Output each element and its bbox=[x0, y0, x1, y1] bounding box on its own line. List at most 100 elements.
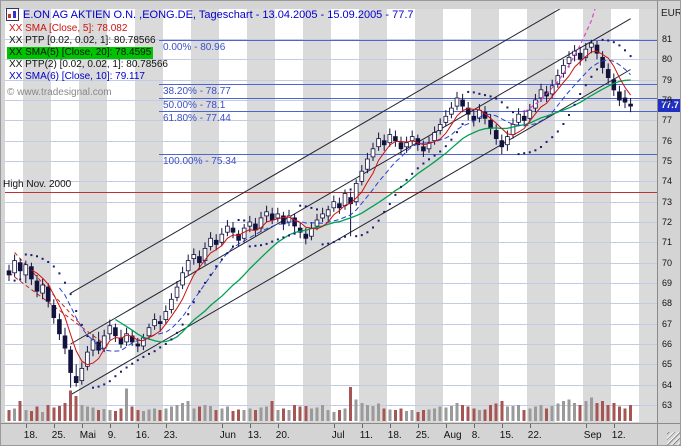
candle[interactable] bbox=[213, 239, 219, 245]
candle[interactable] bbox=[337, 203, 342, 209]
candle[interactable] bbox=[533, 99, 538, 109]
candle[interactable] bbox=[236, 233, 241, 241]
candle[interactable] bbox=[488, 119, 493, 129]
candle[interactable] bbox=[320, 213, 325, 219]
candle[interactable] bbox=[191, 254, 197, 259]
candle[interactable] bbox=[426, 142, 432, 150]
candle[interactable] bbox=[538, 89, 544, 99]
candle[interactable] bbox=[421, 146, 426, 152]
candle[interactable] bbox=[269, 213, 275, 221]
legend-item-ptp-2[interactable]: XX PTP(2) [0.02, 0.02, 1]: 80.78566 bbox=[9, 59, 168, 70]
candle[interactable] bbox=[51, 304, 57, 318]
candle[interactable] bbox=[404, 142, 409, 148]
candle[interactable] bbox=[90, 339, 96, 351]
candle[interactable] bbox=[381, 140, 387, 146]
candle[interactable] bbox=[17, 262, 23, 272]
candle[interactable] bbox=[561, 65, 566, 74]
candle[interactable] bbox=[57, 319, 62, 335]
candle[interactable] bbox=[185, 260, 191, 272]
candle[interactable] bbox=[572, 50, 577, 56]
candle[interactable] bbox=[23, 264, 29, 276]
candle[interactable] bbox=[34, 280, 40, 292]
candle[interactable] bbox=[62, 335, 68, 349]
candle[interactable] bbox=[253, 223, 258, 231]
candle[interactable] bbox=[516, 113, 521, 123]
candle[interactable] bbox=[325, 209, 331, 217]
candle[interactable] bbox=[219, 233, 225, 243]
candle[interactable] bbox=[118, 337, 124, 345]
price-axis[interactable] bbox=[658, 1, 681, 446]
candle[interactable] bbox=[107, 325, 113, 335]
candle[interactable] bbox=[370, 148, 376, 158]
candle[interactable] bbox=[169, 298, 174, 310]
candle[interactable] bbox=[449, 107, 454, 115]
candle[interactable] bbox=[589, 42, 594, 48]
time-axis[interactable] bbox=[1, 424, 681, 446]
candle[interactable] bbox=[409, 136, 415, 142]
candle[interactable] bbox=[622, 97, 628, 103]
candle[interactable] bbox=[577, 52, 583, 60]
candle[interactable] bbox=[617, 91, 622, 101]
legend-item-sma-10[interactable]: XX SMA(6) [Close, 10]: 79.117 bbox=[9, 71, 145, 82]
candle[interactable] bbox=[555, 75, 561, 85]
candle[interactable] bbox=[141, 337, 146, 347]
candle[interactable] bbox=[460, 99, 465, 107]
candle[interactable] bbox=[527, 109, 533, 119]
title-bar[interactable]: E.ON AG AKTIEN O.N. ,EONG.DE, Tageschart… bbox=[6, 8, 414, 21]
candle[interactable] bbox=[600, 56, 605, 68]
candle[interactable] bbox=[180, 272, 185, 286]
candle[interactable] bbox=[387, 134, 393, 144]
legend-item-sma-20[interactable]: XX SMA(5) [Close, 20]: 78.4595 bbox=[7, 47, 154, 59]
candle[interactable] bbox=[113, 327, 118, 337]
candle[interactable] bbox=[359, 170, 365, 182]
candle[interactable] bbox=[493, 130, 499, 140]
candle[interactable] bbox=[605, 69, 611, 79]
candle[interactable] bbox=[331, 201, 337, 209]
candle[interactable] bbox=[549, 85, 555, 95]
candle[interactable] bbox=[292, 217, 297, 227]
candle[interactable] bbox=[163, 311, 169, 321]
candle[interactable] bbox=[628, 103, 633, 107]
candle[interactable] bbox=[594, 44, 600, 54]
candle[interactable] bbox=[611, 79, 617, 91]
candle[interactable] bbox=[398, 142, 404, 150]
candle[interactable] bbox=[437, 124, 443, 131]
candle[interactable] bbox=[376, 138, 381, 148]
candle[interactable] bbox=[225, 225, 230, 233]
candle[interactable] bbox=[499, 140, 505, 148]
candle[interactable] bbox=[521, 115, 527, 121]
candle[interactable] bbox=[73, 376, 79, 383]
candle[interactable] bbox=[157, 321, 163, 325]
candle[interactable] bbox=[393, 136, 398, 142]
candle[interactable] bbox=[68, 349, 73, 373]
candle[interactable] bbox=[96, 341, 101, 351]
resize-grip[interactable] bbox=[667, 432, 680, 445]
candle[interactable] bbox=[454, 97, 460, 107]
legend-item-ptp[interactable]: XX PTP [0.02, 0.02, 1]: 80.78566 bbox=[9, 35, 156, 46]
candle[interactable] bbox=[197, 256, 202, 264]
candle[interactable] bbox=[85, 351, 90, 367]
candle[interactable] bbox=[247, 221, 253, 227]
candle[interactable] bbox=[124, 333, 129, 343]
candle[interactable] bbox=[79, 367, 85, 381]
candle[interactable] bbox=[443, 115, 449, 123]
candle[interactable] bbox=[6, 270, 12, 276]
candle[interactable] bbox=[342, 193, 348, 207]
legend-item-sma-5[interactable]: XX SMA [Close, 5]: 78.082 bbox=[9, 23, 128, 34]
candle[interactable] bbox=[583, 48, 589, 58]
candle[interactable] bbox=[353, 182, 359, 203]
candle[interactable] bbox=[12, 260, 17, 274]
candle[interactable] bbox=[45, 286, 51, 302]
candle[interactable] bbox=[152, 319, 157, 327]
candle[interactable] bbox=[40, 284, 45, 294]
candle[interactable] bbox=[135, 343, 141, 347]
candle[interactable] bbox=[264, 211, 269, 217]
candle[interactable] bbox=[208, 237, 213, 247]
candle[interactable] bbox=[29, 266, 34, 280]
candle[interactable] bbox=[471, 115, 477, 121]
candle[interactable] bbox=[566, 56, 572, 64]
candle[interactable] bbox=[230, 227, 236, 233]
candle[interactable] bbox=[303, 233, 309, 239]
candle[interactable] bbox=[275, 213, 281, 219]
